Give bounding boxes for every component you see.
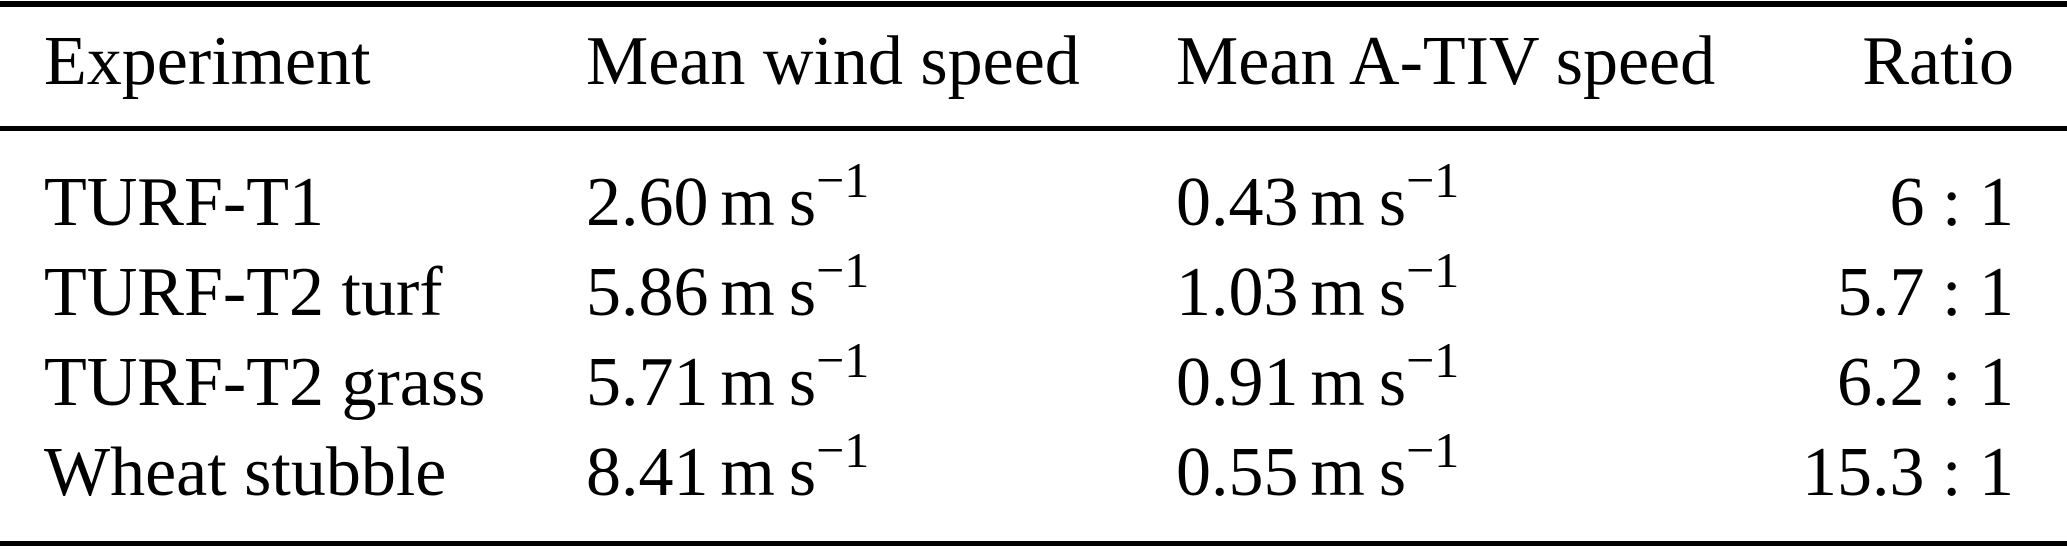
col-header-mean-wind-speed: Mean wind speed xyxy=(586,23,1080,100)
table-header-row: Experiment Mean wind speed Mean A-TIV sp… xyxy=(0,27,2067,97)
mean-wind-speed-value: 8.41 m s−1 xyxy=(586,425,869,508)
ativ-number: 0.91 xyxy=(1176,344,1299,421)
unit-base: m s xyxy=(1310,164,1407,241)
table-row: Wheat stubble 8.41 m s−1 0.55 m s−1 15.3 :… xyxy=(0,425,2067,511)
wind-number: 2.60 xyxy=(586,164,709,241)
unit-exponent: −1 xyxy=(1406,152,1460,208)
ratio-value: 5.7 : 1 xyxy=(1837,254,2014,331)
experiment-label: TURF-T2 turf xyxy=(44,254,443,331)
wind-number: 5.86 xyxy=(586,254,709,331)
mean-wind-speed-value: 5.86 m s−1 xyxy=(586,245,869,328)
unit-base: m s xyxy=(1310,434,1407,511)
table-row: TURF-T2 turf 5.86 m s−1 1.03 m s−1 5.7 : 1 xyxy=(0,245,2067,331)
ativ-number: 0.55 xyxy=(1176,434,1299,511)
mean-ativ-speed-value: 0.55 m s−1 xyxy=(1176,425,1459,508)
unit-exponent: −1 xyxy=(816,332,870,388)
ratio-value: 6.2 : 1 xyxy=(1837,344,2014,421)
unit-exponent: −1 xyxy=(816,152,870,208)
unit-exponent: −1 xyxy=(1406,332,1460,388)
unit-exponent: −1 xyxy=(816,242,870,298)
table-header-rule xyxy=(0,126,2067,131)
mean-ativ-speed-value: 0.91 m s−1 xyxy=(1176,335,1459,418)
col-header-ratio: Ratio xyxy=(1862,23,2014,100)
unit-base: m s xyxy=(720,254,817,331)
ativ-number: 1.03 xyxy=(1176,254,1299,331)
ativ-number: 0.43 xyxy=(1176,164,1299,241)
table-top-rule xyxy=(0,1,2067,7)
wind-number: 8.41 xyxy=(586,434,709,511)
mean-wind-speed-value: 5.71 m s−1 xyxy=(586,335,869,418)
unit-exponent: −1 xyxy=(1406,422,1460,478)
unit-base: m s xyxy=(1310,344,1407,421)
col-header-mean-ativ-speed: Mean A-TIV speed xyxy=(1176,23,1716,100)
unit-exponent: −1 xyxy=(1406,242,1460,298)
ratio-value: 15.3 : 1 xyxy=(1802,434,2014,511)
unit-base: m s xyxy=(720,434,817,511)
unit-base: m s xyxy=(720,164,817,241)
mean-wind-speed-value: 2.60 m s−1 xyxy=(586,155,869,238)
col-header-experiment: Experiment xyxy=(44,23,371,100)
mean-ativ-speed-value: 1.03 m s−1 xyxy=(1176,245,1459,328)
unit-exponent: −1 xyxy=(816,422,870,478)
mean-ativ-speed-value: 0.43 m s−1 xyxy=(1176,155,1459,238)
unit-base: m s xyxy=(720,344,817,421)
table-row: TURF-T1 2.60 m s−1 0.43 m s−1 6 : 1 xyxy=(0,155,2067,241)
wind-number: 5.71 xyxy=(586,344,709,421)
experiment-label: TURF-T2 grass xyxy=(44,344,486,421)
unit-base: m s xyxy=(1310,254,1407,331)
ratio-value: 6 : 1 xyxy=(1889,164,2014,241)
experiment-label: Wheat stubble xyxy=(44,434,447,511)
table-bottom-rule xyxy=(0,541,2067,546)
table-row: TURF-T2 grass 5.71 m s−1 0.91 m s−1 6.2 : … xyxy=(0,335,2067,421)
experiment-label: TURF-T1 xyxy=(44,164,324,241)
